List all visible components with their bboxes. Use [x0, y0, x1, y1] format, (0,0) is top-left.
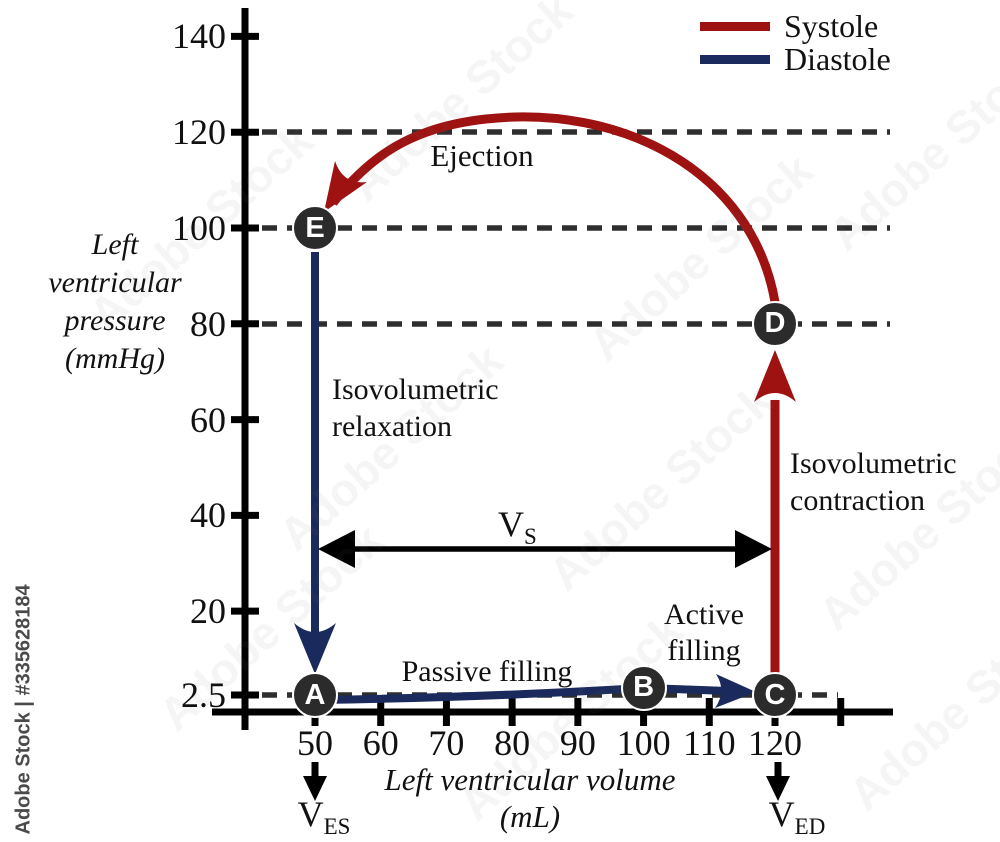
legend: Systole Diastole — [700, 10, 891, 76]
passive-filling-line — [317, 684, 644, 704]
right-arrowhead-icon — [715, 674, 756, 708]
ejection-curve — [329, 112, 780, 303]
point-D: D — [752, 300, 798, 347]
systole-swatch-icon — [700, 22, 770, 31]
isovolumetric-contraction-label: Isovolumetric contraction — [790, 447, 957, 517]
ves-arrowhead-icon — [303, 776, 327, 801]
stroke-volume-label: VS — [498, 504, 537, 550]
end-diastolic-volume-label: VED — [768, 794, 826, 840]
diastole-swatch-icon — [700, 55, 770, 64]
x-tick-label: 120 — [748, 723, 802, 763]
ved-arrowhead-icon — [766, 776, 790, 801]
up-arrowhead-icon — [754, 350, 796, 402]
y-tick-label: 100 — [172, 208, 226, 248]
x-tick-label: 110 — [682, 723, 736, 763]
x-tick-label: 100 — [616, 723, 671, 763]
legend-label: Diastole — [784, 41, 891, 77]
x-tick-label: 70 — [428, 723, 465, 763]
ejection-arrowhead-icon — [324, 161, 367, 212]
y-axis-title: Left ventricular pressure (mmHg) — [48, 228, 182, 375]
x-tick-label: 50 — [297, 723, 333, 763]
y-tick-label: 40 — [190, 495, 226, 536]
passive-filling-label: Passive filling — [401, 655, 573, 688]
y-tick-label: 80 — [190, 303, 226, 344]
point-C: C — [752, 672, 798, 718]
end-systolic-volume-label: VES — [297, 794, 351, 840]
legend-item-systole: Systole — [700, 10, 891, 43]
legend-item-diastole: Diastole — [700, 43, 891, 76]
legend-label: Systole — [784, 8, 879, 44]
point-E: E — [292, 205, 338, 251]
x-axis-title: Left ventricular volume (mL) — [384, 762, 676, 834]
left-arrowhead-icon — [318, 530, 355, 568]
y-tick-label: 20 — [190, 591, 226, 632]
y-tick-label: 140 — [172, 16, 226, 57]
ejection-label: Ejection — [430, 138, 534, 173]
point-B: B — [620, 664, 667, 711]
stock-watermark-text: Adobe Stock | #335628184 — [12, 584, 35, 835]
x-tick-label: 90 — [559, 723, 596, 763]
right-arrowhead-icon — [735, 530, 772, 568]
active-filling-label: Active filling — [664, 598, 744, 667]
point-A: A — [292, 672, 338, 718]
x-tick-label: 80 — [494, 723, 531, 763]
y-tick-label: 60 — [190, 399, 226, 440]
down-arrowhead-icon — [294, 623, 336, 674]
y-tick-label: 2.5 — [181, 675, 226, 715]
x-tick-label: 60 — [362, 723, 399, 763]
isovolumetric-relaxation-label: Isovolumetric relaxation — [332, 373, 499, 443]
y-tick-label: 120 — [172, 112, 226, 153]
